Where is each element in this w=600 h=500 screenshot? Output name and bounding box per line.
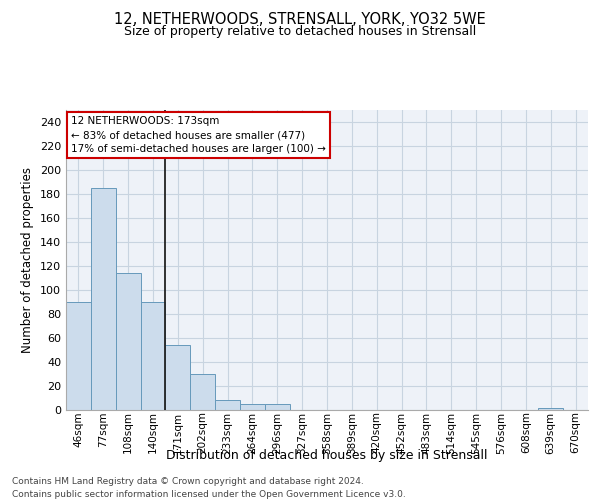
Bar	[215, 400, 240, 410]
Bar	[166, 345, 190, 410]
Bar	[116, 273, 140, 410]
Bar	[91, 188, 116, 410]
Bar	[538, 408, 563, 410]
Bar	[265, 404, 290, 410]
Text: Size of property relative to detached houses in Strensall: Size of property relative to detached ho…	[124, 25, 476, 38]
Bar	[140, 302, 166, 410]
Text: 12 NETHERWOODS: 173sqm
← 83% of detached houses are smaller (477)
17% of semi-de: 12 NETHERWOODS: 173sqm ← 83% of detached…	[71, 116, 326, 154]
Bar	[240, 404, 265, 410]
Text: 12, NETHERWOODS, STRENSALL, YORK, YO32 5WE: 12, NETHERWOODS, STRENSALL, YORK, YO32 5…	[114, 12, 486, 28]
Bar	[66, 302, 91, 410]
Bar	[190, 374, 215, 410]
Text: Distribution of detached houses by size in Strensall: Distribution of detached houses by size …	[166, 448, 488, 462]
Text: Contains HM Land Registry data © Crown copyright and database right 2024.: Contains HM Land Registry data © Crown c…	[12, 478, 364, 486]
Y-axis label: Number of detached properties: Number of detached properties	[22, 167, 34, 353]
Text: Contains public sector information licensed under the Open Government Licence v3: Contains public sector information licen…	[12, 490, 406, 499]
